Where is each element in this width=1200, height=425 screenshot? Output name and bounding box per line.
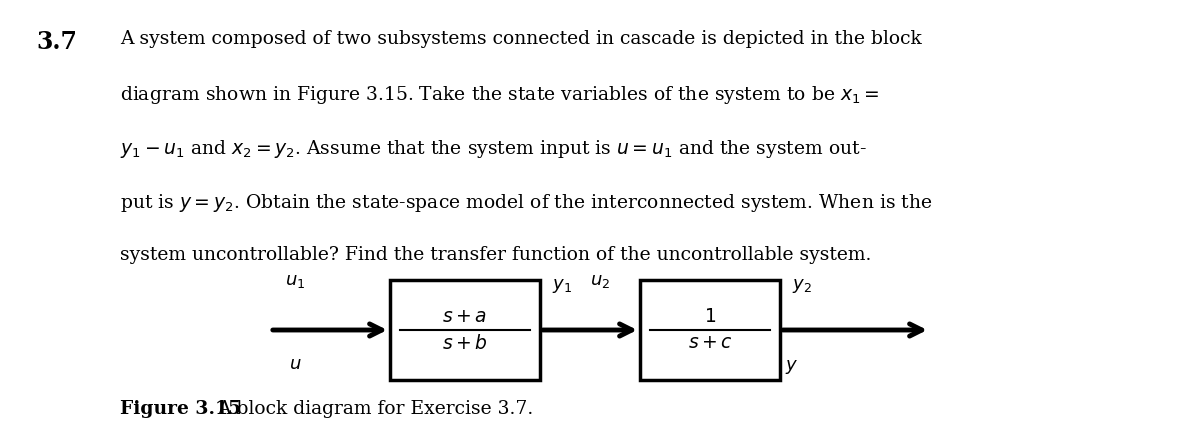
Text: Figure 3.15: Figure 3.15 — [120, 400, 241, 418]
Text: $s + b$: $s + b$ — [442, 334, 488, 353]
Text: $y_2$: $y_2$ — [792, 277, 812, 295]
Text: 3.7: 3.7 — [36, 30, 77, 54]
Text: put is $y = y_2$. Obtain the state-space model of the interconnected system. Whe: put is $y = y_2$. Obtain the state-space… — [120, 192, 932, 214]
Bar — [640, 280, 780, 380]
Bar — [390, 280, 540, 380]
Text: $1$: $1$ — [704, 308, 716, 326]
Text: A system composed of two subsystems connected in cascade is depicted in the bloc: A system composed of two subsystems conn… — [120, 30, 922, 48]
Text: $u$: $u$ — [289, 355, 301, 373]
Text: $u_1$: $u_1$ — [284, 272, 305, 290]
Text: $y_1$: $y_1$ — [552, 277, 572, 295]
Text: $s + a$: $s + a$ — [443, 308, 487, 326]
Text: $u_2$: $u_2$ — [590, 272, 610, 290]
Text: $y_1 - u_1$ and $x_2 = y_2$. Assume that the system input is $u = u_1$ and the s: $y_1 - u_1$ and $x_2 = y_2$. Assume that… — [120, 138, 866, 160]
Text: $y$: $y$ — [785, 358, 799, 376]
Text: system uncontrollable? Find the transfer function of the uncontrollable system.: system uncontrollable? Find the transfer… — [120, 246, 871, 264]
Text: A block diagram for Exercise 3.7.: A block diagram for Exercise 3.7. — [217, 400, 533, 418]
Text: diagram shown in Figure 3.15. Take the state variables of the system to be $x_1 : diagram shown in Figure 3.15. Take the s… — [120, 84, 880, 106]
Text: $s + c$: $s + c$ — [688, 334, 732, 352]
